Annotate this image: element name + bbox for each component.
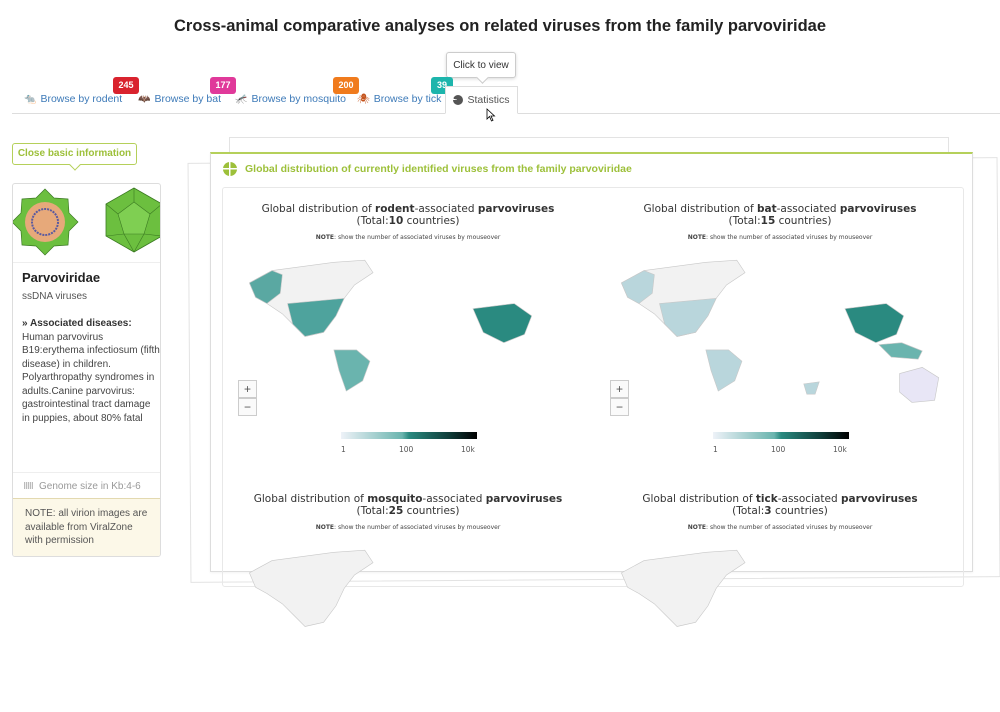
color-scale-legend bbox=[713, 432, 849, 439]
mosquito-icon: 🦟 bbox=[235, 93, 248, 105]
world-choropleth-map[interactable] bbox=[613, 542, 943, 712]
world-choropleth-map[interactable] bbox=[241, 252, 571, 422]
tab-rodent[interactable]: 🐀 Browse by rodent bbox=[24, 93, 122, 105]
map-note: NOTE: show the number of associated viru… bbox=[687, 524, 873, 531]
world-choropleth-map[interactable] bbox=[613, 252, 943, 422]
diseases-text: Human parvovirus B19:erythema infectiosu… bbox=[22, 331, 160, 424]
map-title: Global distribution of mosquito-associat… bbox=[253, 493, 563, 517]
tab-label: Browse by tick bbox=[373, 93, 442, 105]
legend-label: 10k bbox=[461, 445, 475, 454]
legend-label: 10k bbox=[833, 445, 847, 454]
rodent-count-badge: 245 bbox=[113, 77, 139, 94]
highlighted-country[interactable] bbox=[333, 349, 371, 392]
virus-info-card: Parvoviridae ssDNA viruses » Associated … bbox=[12, 183, 161, 557]
tab-label: Statistics bbox=[467, 94, 510, 106]
highlighted-country[interactable] bbox=[899, 367, 940, 403]
legend-label: 1 bbox=[713, 445, 718, 454]
highlighted-country[interactable] bbox=[248, 270, 283, 304]
world-choropleth-map[interactable] bbox=[241, 542, 571, 712]
close-basic-information-button[interactable]: Close basic information bbox=[12, 143, 137, 165]
maps-container: Global distribution of rodent-associated… bbox=[222, 187, 964, 627]
virus-type: ssDNA viruses bbox=[22, 291, 88, 302]
tab-label: Browse by mosquito bbox=[251, 93, 346, 105]
legend-label: 100 bbox=[399, 445, 414, 454]
tab-bat[interactable]: 🦇 Browse by bat bbox=[138, 93, 221, 105]
legend-label: 1 bbox=[341, 445, 346, 454]
mouse-cursor-icon bbox=[486, 108, 496, 122]
highlighted-country[interactable] bbox=[844, 303, 905, 344]
tab-label: Browse by bat bbox=[154, 93, 221, 105]
tab-tick[interactable]: 🕷 Browse by tick bbox=[357, 93, 441, 105]
map-title: Global distribution of rodent-associated… bbox=[261, 203, 555, 227]
color-scale-legend bbox=[341, 432, 477, 439]
legend-label: 100 bbox=[771, 445, 786, 454]
genome-icon bbox=[24, 482, 33, 489]
virion-image bbox=[13, 184, 160, 263]
zoom-in-button[interactable]: + bbox=[238, 380, 257, 398]
associated-diseases: » Associated diseases: Human parvovirus B… bbox=[22, 317, 160, 425]
tab-label: Browse by rodent bbox=[40, 93, 123, 105]
virus-family-name: Parvoviridae bbox=[22, 270, 101, 285]
diseases-heading: » Associated diseases: bbox=[22, 318, 132, 329]
map-note: NOTE: show the number of associated viru… bbox=[315, 234, 501, 241]
genome-size: Genome size in Kb:4-6 bbox=[13, 472, 160, 498]
page-title: Cross-animal comparative analyses on rel… bbox=[173, 17, 827, 35]
map-note: NOTE: show the number of associated viru… bbox=[687, 234, 873, 241]
highlighted-country[interactable] bbox=[287, 298, 345, 337]
map-title: Global distribution of bat-associated pa… bbox=[643, 203, 917, 227]
distribution-panel: Global distribution of currently identif… bbox=[210, 152, 973, 627]
pie-chart-icon bbox=[453, 95, 464, 105]
bat-icon: 🦇 bbox=[138, 93, 151, 105]
highlighted-country[interactable] bbox=[620, 270, 655, 304]
map-title: Global distribution of tick-associated p… bbox=[642, 493, 918, 517]
zoom-in-button[interactable]: + bbox=[610, 380, 629, 398]
tick-icon: 🕷 bbox=[357, 93, 370, 105]
highlighted-country[interactable] bbox=[659, 298, 717, 337]
map-note: NOTE: show the number of associated viru… bbox=[315, 524, 501, 531]
highlighted-country[interactable] bbox=[472, 303, 533, 344]
rodent-icon: 🐀 bbox=[24, 93, 37, 105]
bat-count-badge: 177 bbox=[210, 77, 236, 94]
mosquito-count-badge: 200 bbox=[333, 77, 359, 94]
globe-icon bbox=[223, 162, 237, 176]
virion-images-note: NOTE: all virion images are available fr… bbox=[13, 498, 160, 556]
highlighted-country[interactable] bbox=[705, 349, 743, 392]
tab-mosquito[interactable]: 🦟 Browse by mosquito bbox=[235, 93, 346, 105]
zoom-out-button[interactable]: − bbox=[238, 398, 257, 416]
zoom-out-button[interactable]: − bbox=[610, 398, 629, 416]
panel-heading: Global distribution of currently identif… bbox=[223, 162, 632, 176]
highlighted-country[interactable] bbox=[803, 381, 820, 395]
tooltip: Click to view bbox=[446, 52, 516, 78]
highlighted-country[interactable] bbox=[878, 342, 923, 360]
tab-statistics[interactable]: Statistics bbox=[445, 86, 518, 114]
